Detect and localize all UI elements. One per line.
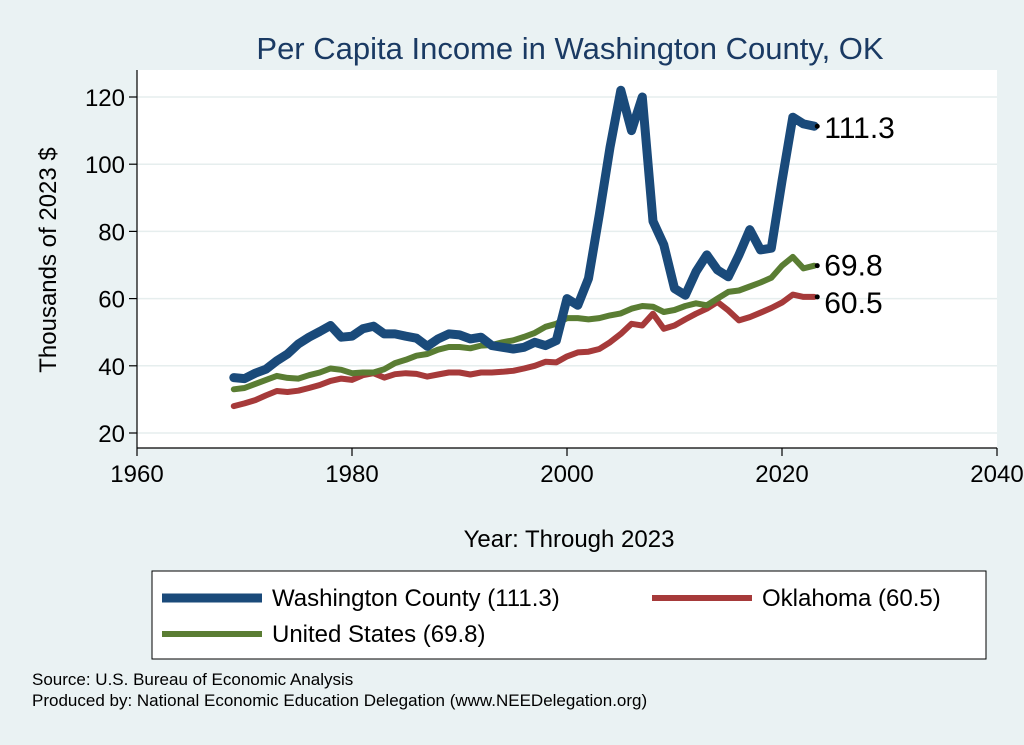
- legend-label-washington-county: Washington County (111.3): [272, 585, 560, 612]
- chart-title: Per Capita Income in Washington County, …: [256, 31, 884, 66]
- series-line-united-states: [230, 253, 818, 393]
- end-label-washington-county: 111.3: [824, 112, 895, 145]
- x-tick-label-2040: 2040: [970, 461, 1023, 488]
- legend: Washington County (111.3) Oklahoma (60.5…: [151, 570, 987, 660]
- y-tick-label-100: 100: [85, 152, 125, 179]
- y-tick-label-20: 20: [98, 421, 125, 448]
- legend-label-united-states: United States (69.8): [272, 621, 485, 648]
- y-axis-title: Thousands of 2023 $: [35, 147, 62, 373]
- series-line-washington-county: [229, 85, 819, 384]
- x-tick-label-1960: 1960: [110, 461, 163, 488]
- x-tick-label-1980: 1980: [325, 461, 378, 488]
- y-tick-label-120: 120: [85, 85, 125, 112]
- end-marker-washington-county: [814, 123, 820, 129]
- legend-label-oklahoma: Oklahoma (60.5): [762, 585, 941, 612]
- legend-box: [151, 570, 987, 660]
- y-tick-label-60: 60: [98, 287, 125, 314]
- y-tick-label-80: 80: [98, 219, 125, 246]
- x-tick-label-2000: 2000: [540, 461, 593, 488]
- end-labels: 111.3 60.5 69.8: [814, 112, 895, 320]
- produced-by-note: Produced by: National Economic Education…: [32, 691, 648, 710]
- x-axis-ticks: 1960 1980 2000 2020 2040: [110, 448, 1024, 488]
- end-marker-united-states: [814, 263, 820, 269]
- x-tick-label-2020: 2020: [755, 461, 808, 488]
- source-note: Source: U.S. Bureau of Economic Analysis: [32, 670, 354, 689]
- y-tick-label-40: 40: [98, 354, 125, 381]
- plot-area: [137, 70, 997, 448]
- end-label-united-states: 69.8: [824, 250, 882, 283]
- y-axis-ticks: 20 40 60 80 100 120: [85, 85, 137, 448]
- end-marker-oklahoma: [814, 294, 820, 300]
- end-label-oklahoma: 60.5: [824, 287, 882, 320]
- x-axis-title: Year: Through 2023: [464, 526, 675, 553]
- series-lines: [229, 85, 819, 410]
